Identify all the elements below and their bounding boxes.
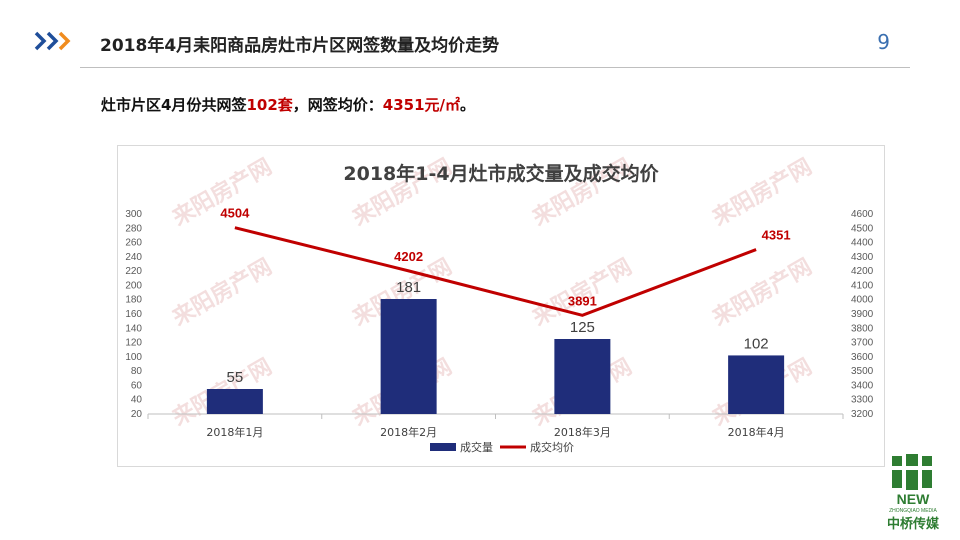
y-right-tick: 3600 — [851, 352, 874, 363]
y-left-tick: 200 — [125, 280, 142, 291]
slide-header: 2018年4月耒阳商品房灶市片区网签数量及均价走势 9 — [0, 0, 960, 70]
summary-part3: 。 — [460, 96, 476, 114]
x-tick-label: 2018年3月 — [554, 425, 611, 439]
y-right-tick: 4200 — [851, 266, 874, 277]
y-left-tick: 80 — [131, 366, 143, 377]
chart-container: 来阳房产网 来阳房产网 来阳房产网 来阳房产网 来阳房产网 来阳房产网 来阳房产网 来阳房产网… — [117, 145, 885, 467]
y-left-tick: 300 — [125, 209, 142, 220]
y-left-tick: 60 — [131, 380, 143, 391]
y-left-tick: 260 — [125, 238, 142, 249]
y-right-tick: 3500 — [851, 366, 874, 377]
summary-part2: ，网签均价： — [292, 96, 383, 114]
y-right-tick: 4100 — [851, 280, 874, 291]
logo-sub: ZHONGQIAO MEDIA — [889, 508, 937, 514]
y-left-tick: 240 — [125, 252, 142, 263]
y-right-tick: 4000 — [851, 295, 874, 306]
logo-word: NEW — [897, 491, 930, 507]
y-left-tick: 120 — [125, 338, 142, 349]
watermark: 来阳房产网 — [167, 254, 276, 332]
bar — [206, 389, 263, 414]
y-right-tick: 4300 — [851, 252, 874, 263]
chevrons-icon — [34, 31, 71, 51]
y-right-tick: 4600 — [851, 209, 874, 220]
y-left-tick: 140 — [125, 323, 142, 334]
line-data-label: 4504 — [220, 206, 250, 221]
line-data-label: 3891 — [568, 293, 597, 308]
y-left-tick: 160 — [125, 309, 142, 320]
legend-line-label: 成交均价 — [530, 440, 574, 454]
bar-data-label: 181 — [396, 279, 421, 296]
bar-data-label: 125 — [570, 319, 595, 336]
legend-bar-label: 成交量 — [460, 440, 493, 454]
y-right-tick: 3700 — [851, 338, 874, 349]
summary-count: 102套 — [246, 96, 293, 114]
bar-data-label: 102 — [744, 335, 769, 352]
y-right-tick: 3300 — [851, 395, 874, 406]
y-right-tick: 3900 — [851, 309, 874, 320]
bar — [554, 339, 611, 414]
x-tick-label: 2018年1月 — [206, 425, 263, 439]
y-left-tick: 20 — [131, 409, 143, 420]
zhongqiao-media-logo: NEW ZHONGQIAO MEDIA 中桥传媒 — [887, 454, 940, 532]
bar-data-label: 55 — [227, 369, 244, 386]
y-right-tick: 4500 — [851, 223, 874, 234]
chart-title: 2018年1-4月灶市成交量及成交均价 — [343, 162, 659, 185]
y-left-tick: 280 — [125, 223, 142, 234]
page-number: 9 — [877, 30, 890, 54]
bar — [728, 355, 785, 414]
page-title: 2018年4月耒阳商品房灶市片区网签数量及均价走势 — [100, 36, 500, 56]
legend-bar-swatch — [430, 443, 456, 451]
watermark: 来阳房产网 — [707, 254, 816, 332]
x-tick-label: 2018年4月 — [728, 425, 785, 439]
logo-cn: 中桥传媒 — [887, 516, 940, 532]
y-right-tick: 4400 — [851, 238, 874, 249]
line-series — [234, 226, 757, 317]
y-left-tick: 100 — [125, 352, 142, 363]
y-left-tick: 180 — [125, 295, 142, 306]
watermark: 来阳房产网 — [707, 154, 816, 232]
y-left-tick: 220 — [125, 266, 142, 277]
y-right-tick: 3200 — [851, 409, 874, 420]
header-divider — [80, 67, 910, 68]
y-right-tick: 3800 — [851, 323, 874, 334]
summary-part1: 灶市片区4月份共网签 — [101, 96, 247, 114]
line-data-label: 4202 — [394, 249, 423, 264]
x-tick-label: 2018年2月 — [380, 425, 437, 439]
y-right-tick: 3400 — [851, 380, 874, 391]
line-data-label: 4351 — [762, 228, 791, 243]
bar — [380, 299, 437, 414]
summary-text: 灶市片区4月份共网签102套，网签均价：4351元/㎡。 — [101, 94, 475, 115]
summary-price: 4351元/㎡ — [382, 96, 461, 114]
y-left-tick: 40 — [131, 395, 143, 406]
